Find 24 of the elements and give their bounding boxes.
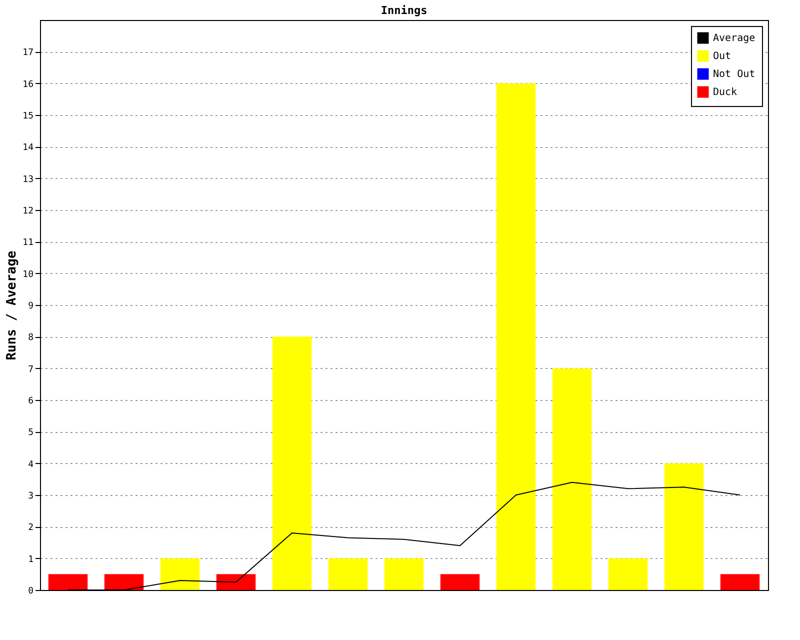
- y-tick-label: 15: [22, 112, 34, 122]
- y-tick-label: 11: [22, 238, 34, 248]
- y-tick-label: 13: [22, 174, 34, 185]
- y-tick-label: 12: [22, 206, 34, 216]
- y-axis-title: Runs / Average: [4, 250, 20, 360]
- legend-label: Out: [713, 51, 732, 62]
- y-tick-label: 10: [22, 270, 34, 280]
- y-tick-label: 14: [22, 143, 34, 154]
- y-tick-label: 1: [28, 554, 34, 565]
- chart-title: Innings: [380, 4, 428, 17]
- legend-label: Average: [713, 33, 756, 44]
- y-tick-label: 2: [28, 523, 34, 534]
- y-tick-label: 16: [22, 80, 34, 90]
- y-tick-label: 8: [28, 333, 34, 344]
- y-tick-label: 9: [28, 302, 34, 312]
- y-tick-label: 3: [28, 492, 34, 502]
- y-tick-label: 6: [28, 396, 34, 406]
- legend-label: Duck: [713, 87, 738, 98]
- y-tick-label: 4: [28, 460, 34, 470]
- y-tick-label: 5: [28, 428, 34, 438]
- y-tick-label: 0: [28, 586, 34, 596]
- y-tick-label: 17: [22, 48, 34, 58]
- legend-label: Not Out: [713, 69, 756, 80]
- y-tick-label: 7: [28, 364, 34, 375]
